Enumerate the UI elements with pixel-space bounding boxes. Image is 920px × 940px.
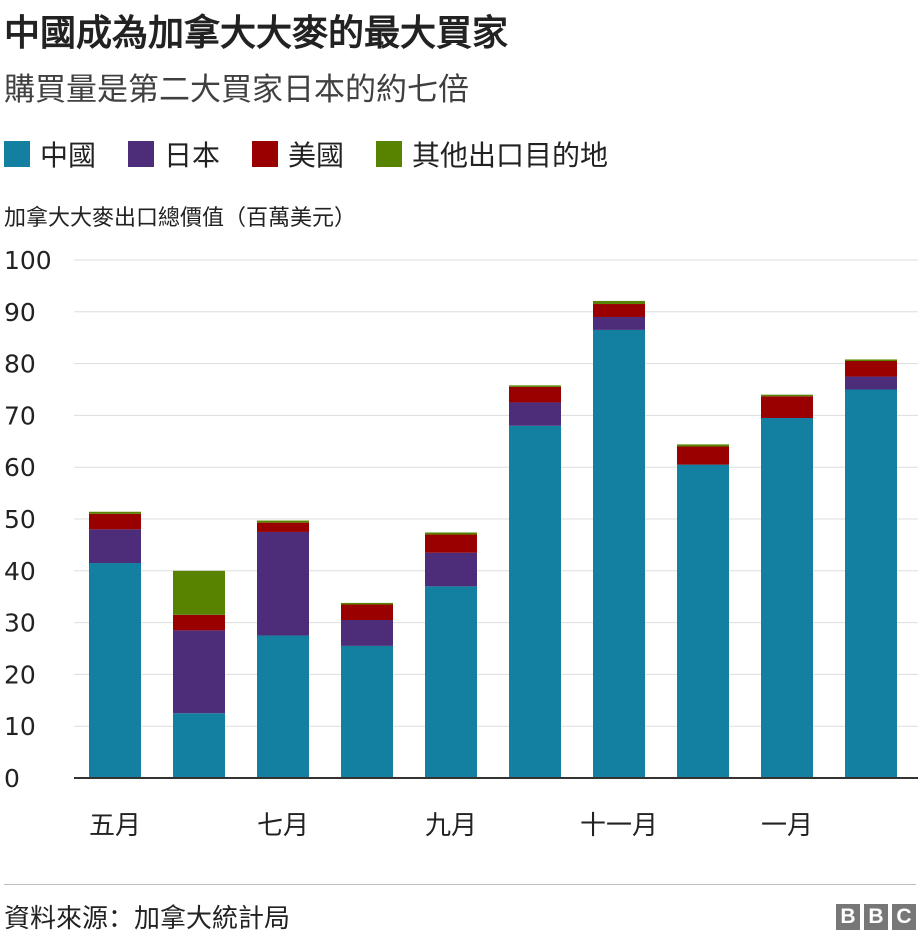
x-tick-label: 七月 [257, 811, 309, 841]
bar-chart: 0 10 20 30 40 50 60 70 80 90 100 五月 七月 九月 十一月 一月 [4, 246, 918, 841]
bar-segment [257, 531, 309, 636]
legend-item-china: 中國 [4, 134, 96, 174]
x-tick-label: 一月 [761, 811, 813, 841]
bar-segment [257, 520, 309, 523]
y-tick-label: 80 [4, 350, 36, 379]
bar-segment [425, 586, 477, 778]
bar-segment [341, 645, 393, 778]
footer-divider [4, 884, 916, 885]
legend-label-other: 其他出口目的地 [412, 139, 609, 172]
bar-segment [89, 511, 141, 514]
y-tick-label: 90 [4, 298, 36, 327]
y-tick-label: 20 [4, 660, 36, 689]
y-axis-label: 加拿大大麥出口總價值（百萬美元） [4, 206, 357, 231]
y-tick-label: 70 [4, 401, 36, 430]
bar-segment [257, 635, 309, 778]
x-tick-label: 五月 [89, 811, 141, 841]
bar-segment [341, 620, 393, 646]
bar-segment [341, 604, 393, 621]
y-tick-label: 50 [4, 505, 36, 534]
bar-segment [761, 394, 813, 397]
y-tick-label: 100 [4, 246, 52, 275]
bar-segment [509, 402, 561, 426]
legend-label-japan: 日本 [164, 139, 221, 172]
legend: 中國 日本 美國 其他出口目的地 [4, 136, 640, 172]
bar-segment [425, 534, 477, 553]
legend-swatch-usa [252, 141, 279, 167]
legend-swatch-japan [128, 141, 155, 167]
chart-title: 中國成為加拿大大麥的最大買家 [4, 13, 509, 54]
bar-segment [677, 444, 729, 447]
legend-label-usa: 美國 [288, 139, 345, 172]
legend-item-usa: 美國 [252, 134, 344, 174]
bar-segment [89, 563, 141, 778]
bar-segment [509, 425, 561, 778]
bar-segment [761, 417, 813, 778]
bar-segment [341, 602, 393, 605]
y-tick-label: 0 [4, 764, 20, 793]
bar-segment [677, 446, 729, 465]
y-tick-label: 60 [4, 453, 36, 482]
bar-segment [761, 396, 813, 418]
bbc-logo: B B C [832, 904, 916, 930]
bar-segment [173, 570, 225, 615]
legend-item-other: 其他出口目的地 [376, 134, 608, 174]
bar-segment [593, 329, 645, 778]
bar-segment [593, 304, 645, 317]
bar-segment [425, 532, 477, 535]
bar-segment [257, 522, 309, 532]
legend-swatch-china [4, 141, 30, 167]
bar-segment [593, 300, 645, 305]
chart-subtitle: 購買量是第二大買家日本的約七倍 [4, 72, 469, 108]
bar-segment [425, 552, 477, 587]
x-tick-label: 九月 [425, 811, 477, 841]
bar-segment [509, 386, 561, 403]
bar-segment [173, 630, 225, 714]
bar-segment [845, 376, 897, 390]
bar-segment [845, 361, 897, 377]
bbc-logo-letter: C [892, 904, 916, 930]
y-tick-label: 30 [4, 609, 36, 638]
bar-segment [173, 713, 225, 778]
bar-segment [677, 464, 729, 778]
y-tick-label: 40 [4, 557, 36, 586]
bbc-logo-letter: B [836, 904, 860, 930]
bar-segment [593, 316, 645, 330]
bar-segment [89, 529, 141, 564]
bar-segment [89, 513, 141, 530]
bar-segment [509, 385, 561, 387]
bar-segment [173, 614, 225, 631]
y-tick-label: 10 [4, 712, 36, 741]
bar-segment [845, 389, 897, 778]
legend-label-china: 中國 [40, 139, 97, 172]
x-tick-label: 十一月 [580, 811, 658, 841]
legend-swatch-other [376, 141, 403, 167]
source-note: 資料來源：加拿大統計局 [4, 904, 291, 934]
legend-item-japan: 日本 [128, 134, 220, 174]
bbc-logo-letter: B [864, 904, 888, 930]
bar-segment [845, 359, 897, 362]
